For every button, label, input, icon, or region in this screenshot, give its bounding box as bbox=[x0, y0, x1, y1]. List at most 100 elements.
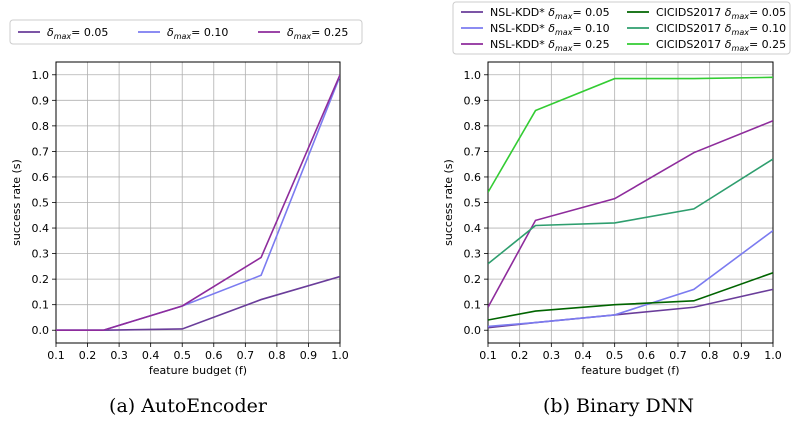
x-tick-label: 0.9 bbox=[300, 349, 318, 362]
legend-label-value: = 0.05 bbox=[71, 26, 108, 39]
legend-label-prefix: CICIDS2017 bbox=[656, 22, 725, 35]
legend-label-value: = 0.25 bbox=[311, 26, 348, 39]
legend-label-value: = 0.10 bbox=[191, 26, 228, 39]
legend-label-prefix: NSL-KDD* bbox=[490, 22, 548, 35]
x-tick-label: 0.5 bbox=[173, 349, 191, 362]
y-tick-label: 0.7 bbox=[32, 145, 50, 158]
legend-box bbox=[9, 19, 363, 45]
y-tick-label: 0.0 bbox=[464, 324, 482, 337]
y-tick-label: 1.0 bbox=[464, 69, 482, 82]
legend-label-value: = 0.05 bbox=[572, 6, 609, 19]
x-tick-label: 0.8 bbox=[701, 349, 719, 362]
x-tick-label: 0.8 bbox=[268, 349, 286, 362]
legend-item-2: NSL-KDD* δmax= 0.10 bbox=[461, 22, 610, 37]
legend-item-1: NSL-KDD* δmax= 0.05 bbox=[461, 6, 610, 21]
y-tick-label: 0.4 bbox=[464, 222, 482, 235]
legend-label-symbol: δ bbox=[548, 22, 555, 35]
legend-label-symbol: δ bbox=[167, 26, 174, 39]
x-tick-label: 0.4 bbox=[142, 349, 160, 362]
legend-label-subscript: max bbox=[732, 12, 750, 21]
series-line-5 bbox=[488, 158, 773, 265]
x-tick-label: 0.7 bbox=[237, 349, 255, 362]
y-axis-label: success rate (s) bbox=[442, 159, 455, 246]
legend-label-subscript: max bbox=[732, 44, 750, 53]
x-tick-label: 0.5 bbox=[606, 349, 624, 362]
legend-label-subscript: max bbox=[555, 12, 573, 21]
legend-label: NSL-KDD* δmax= 0.10 bbox=[490, 22, 610, 37]
x-axis-label: feature budget (f) bbox=[581, 364, 679, 377]
x-tick-label: 0.3 bbox=[543, 349, 561, 362]
legend-label-symbol: δ bbox=[47, 26, 54, 39]
figure-caption: (b) Binary DNN bbox=[543, 395, 694, 417]
legend-label-value: = 0.10 bbox=[572, 22, 609, 35]
y-tick-label: 1.0 bbox=[32, 69, 50, 82]
series-line-3 bbox=[488, 120, 773, 308]
y-tick-label: 0.5 bbox=[32, 197, 50, 210]
y-tick-label: 0.2 bbox=[32, 273, 50, 286]
x-tick-label: 0.2 bbox=[79, 349, 97, 362]
legend-label-value: = 0.25 bbox=[572, 38, 609, 51]
legend-label-symbol: δ bbox=[725, 38, 732, 51]
legend-label-symbol: δ bbox=[725, 22, 732, 35]
y-tick-label: 0.7 bbox=[464, 145, 482, 158]
series-line-4 bbox=[488, 271, 773, 321]
legend-label-symbol: δ bbox=[725, 6, 732, 19]
legend-item-3: NSL-KDD* δmax= 0.25 bbox=[461, 38, 610, 53]
y-tick-label: 0.9 bbox=[32, 94, 50, 107]
legend-label: δmax= 0.05 bbox=[47, 26, 108, 41]
y-tick-label: 0.0 bbox=[32, 324, 50, 337]
y-axis-label: success rate (s) bbox=[10, 159, 23, 246]
legend-label-subscript: max bbox=[294, 32, 312, 41]
grid bbox=[487, 62, 774, 343]
y-tick-label: 0.6 bbox=[32, 171, 50, 184]
x-tick-label: 0.4 bbox=[574, 349, 592, 362]
legend-label-subscript: max bbox=[555, 44, 573, 53]
series-line-1 bbox=[56, 275, 340, 332]
legend-box bbox=[452, 1, 791, 55]
x-tick-label: 0.6 bbox=[205, 349, 223, 362]
x-tick-label: 1.0 bbox=[764, 349, 782, 362]
series-line-2 bbox=[56, 75, 340, 332]
y-tick-label: 0.5 bbox=[464, 197, 482, 210]
x-tick-label: 0.9 bbox=[733, 349, 751, 362]
legend-label-value: = 0.05 bbox=[749, 6, 786, 19]
figure-caption: (a) AutoEncoder bbox=[109, 395, 268, 417]
legend-item-1: δmax= 0.05 bbox=[18, 26, 108, 41]
x-axis-label: feature budget (f) bbox=[149, 364, 247, 377]
y-tick-label: 0.2 bbox=[464, 273, 482, 286]
y-tick-label: 0.3 bbox=[464, 248, 482, 261]
y-tick-label: 0.8 bbox=[464, 120, 482, 133]
legend-label: NSL-KDD* δmax= 0.05 bbox=[490, 6, 610, 21]
chart-autoencoder: 0.1 0.2 0.3 0.4 0.5 0.6 0.7 0.8 0.9 1.0 0.0 0.1 0.2 0… bbox=[9, 19, 363, 417]
legend-label-subscript: max bbox=[174, 32, 192, 41]
series-line-1 bbox=[488, 288, 773, 329]
legend-item-2: δmax= 0.10 bbox=[138, 26, 228, 41]
y-tick-label: 0.8 bbox=[32, 120, 50, 133]
y-tick-label: 0.6 bbox=[464, 171, 482, 184]
x-tick-label: 0.1 bbox=[479, 349, 497, 362]
y-tick-label: 0.1 bbox=[464, 299, 482, 312]
legend-label-symbol: δ bbox=[548, 38, 555, 51]
legend: δmax= 0.05 δmax= 0.10 δmax= 0.25 bbox=[9, 19, 363, 45]
legend-label-prefix: NSL-KDD* bbox=[490, 6, 548, 19]
legend-label-symbol: δ bbox=[548, 6, 555, 19]
y-tick-label: 0.4 bbox=[32, 222, 50, 235]
legend-label-subscript: max bbox=[555, 28, 573, 37]
legend-label: CICIDS2017 δmax= 0.05 bbox=[656, 6, 786, 21]
legend-label-prefix: CICIDS2017 bbox=[656, 6, 725, 19]
series-line-2 bbox=[488, 229, 773, 328]
x-tick-label: 1.0 bbox=[331, 349, 349, 362]
legend-label-symbol: δ bbox=[287, 26, 294, 39]
x-tick-label: 0.1 bbox=[47, 349, 65, 362]
legend-label-subscript: max bbox=[54, 32, 72, 41]
legend-label-value: = 0.25 bbox=[749, 38, 786, 51]
legend-label: δmax= 0.10 bbox=[167, 26, 228, 41]
series-line-3 bbox=[56, 74, 340, 332]
legend-item-3: δmax= 0.25 bbox=[258, 26, 348, 41]
y-tick-label: 0.9 bbox=[464, 94, 482, 107]
legend-label-subscript: max bbox=[732, 28, 750, 37]
legend-label: CICIDS2017 δmax= 0.10 bbox=[656, 22, 786, 37]
series-line-6 bbox=[488, 76, 773, 193]
legend-item-6: CICIDS2017 δmax= 0.25 bbox=[627, 38, 786, 53]
